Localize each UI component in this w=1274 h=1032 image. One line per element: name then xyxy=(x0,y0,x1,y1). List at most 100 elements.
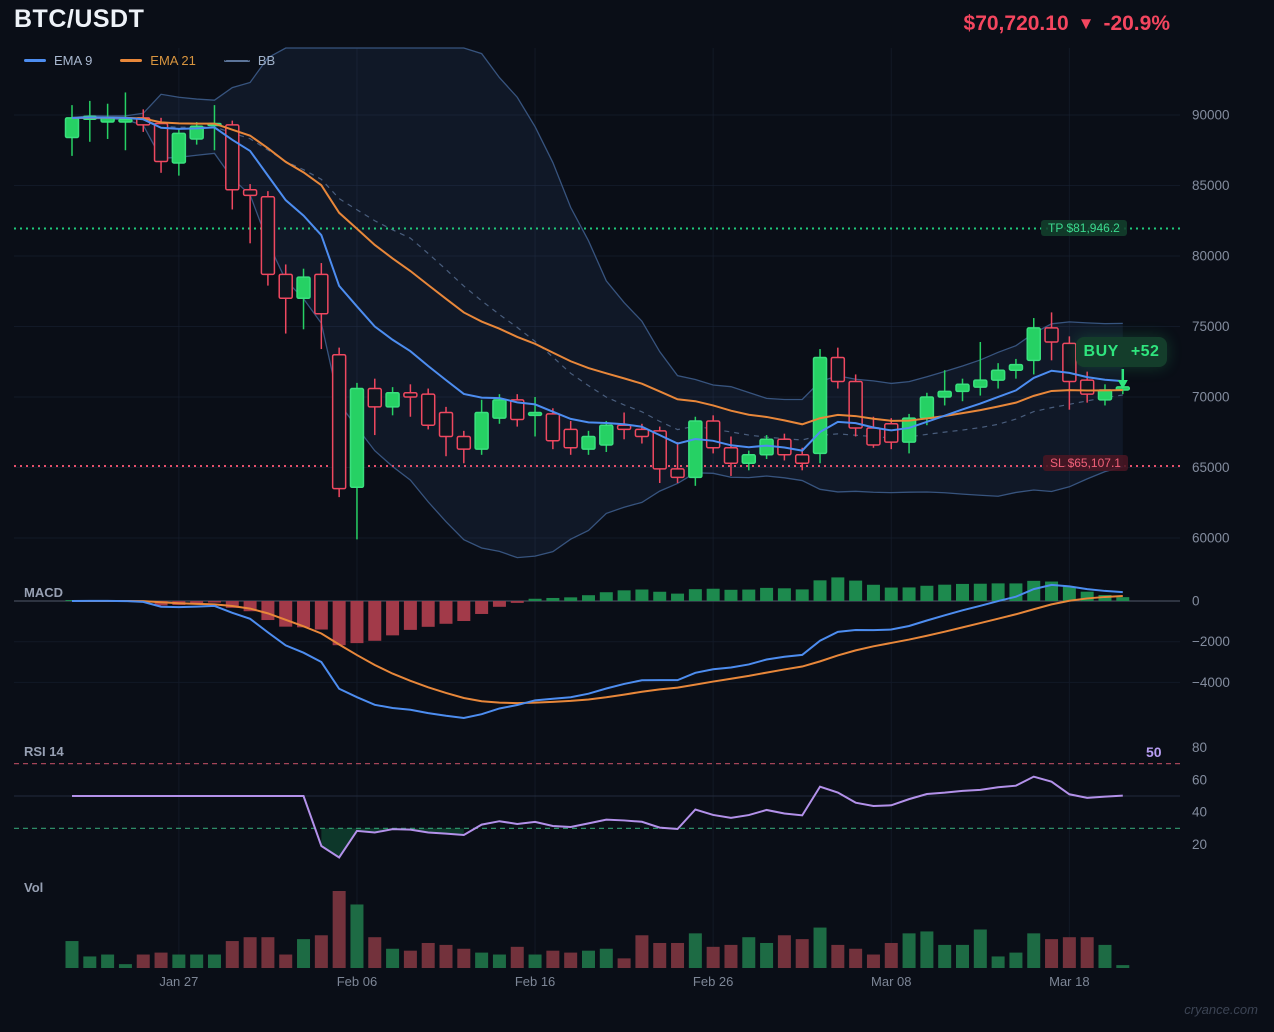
macd-hist-bar xyxy=(688,589,702,601)
candle-body xyxy=(884,423,899,443)
legend-item-bb[interactable]: BB xyxy=(223,53,276,68)
volume-bar xyxy=(760,942,774,968)
macd-hist-bar xyxy=(724,589,738,601)
macd-hist-bar xyxy=(475,601,489,614)
macd-hist-bar xyxy=(492,601,506,607)
volume-bar xyxy=(439,944,453,968)
candle-body xyxy=(688,420,703,479)
macd-hist-bar xyxy=(1062,586,1076,601)
rsi-axis-label: 20 xyxy=(1192,837,1207,852)
volume-bar xyxy=(1045,939,1059,968)
macd-hist-bar xyxy=(617,590,631,601)
legend-item-ema9[interactable]: EMA 9 xyxy=(24,53,92,68)
price-change: -20.9% xyxy=(1103,12,1170,35)
legend-label: EMA 9 xyxy=(54,53,93,68)
volume-bar xyxy=(1027,933,1041,968)
candle-body xyxy=(296,276,311,300)
macd-hist-bar xyxy=(279,601,293,627)
volume-bar xyxy=(831,944,845,968)
macd-hist-bar xyxy=(190,601,204,604)
macd-hist-bar xyxy=(795,589,809,601)
candle-body xyxy=(349,387,365,488)
legend-label: BB xyxy=(257,53,276,68)
volume-bar xyxy=(724,944,738,968)
volume-bar xyxy=(1062,937,1076,968)
macd-hist-bar xyxy=(742,589,756,601)
volume-bar xyxy=(510,946,524,968)
macd-pane: 0 −2000 −4000 xyxy=(14,577,1230,720)
volume-bar xyxy=(653,942,667,968)
macd-hist-bar xyxy=(581,595,595,601)
candle-body xyxy=(314,273,329,315)
candle-body xyxy=(723,447,739,465)
candle-body xyxy=(1079,379,1095,395)
volume-bar xyxy=(386,948,400,968)
macd-hist-bar xyxy=(368,601,382,641)
x-axis-label: Mar 08 xyxy=(871,974,911,989)
volume-bar xyxy=(688,933,702,968)
volume-bar xyxy=(866,954,880,968)
rsi-axis-label: 40 xyxy=(1192,805,1207,820)
tp-sl-levels xyxy=(14,227,1180,467)
candle-body xyxy=(830,356,846,383)
rsi-axis-label: 80 xyxy=(1192,740,1207,755)
buy-signal-badge[interactable]: BUY +52 xyxy=(1076,337,1167,367)
volume-bar xyxy=(1116,965,1130,968)
candle-body xyxy=(652,430,667,470)
volume-bar xyxy=(403,950,417,968)
macd-hist-bar xyxy=(297,601,311,628)
volume-bar xyxy=(314,935,328,968)
legend-item-ema21[interactable]: EMA 21 xyxy=(120,53,196,68)
volume-bar xyxy=(65,941,79,968)
volume-bar xyxy=(297,939,311,968)
macd-axis-label: −4000 xyxy=(1192,675,1230,690)
y-axis-label: 90000 xyxy=(1192,108,1230,123)
volume-bar xyxy=(368,937,382,968)
macd-axis-label: −2000 xyxy=(1192,634,1230,649)
macd-hist-bar xyxy=(653,591,667,601)
volume-bar xyxy=(332,891,346,968)
candle-body xyxy=(420,393,436,426)
date-axis: Jan 27 Feb 06 Feb 16 Feb 26 Mar 08 Mar 18 xyxy=(159,974,1089,989)
x-axis-label: Feb 16 xyxy=(515,974,555,989)
macd-hist-bar xyxy=(938,584,952,601)
volume-bar xyxy=(849,948,863,968)
macd-hist-bar xyxy=(777,588,791,601)
volume-bar xyxy=(777,935,791,968)
ema9-line-swatch-icon xyxy=(24,59,46,62)
macd-pane-label: MACD xyxy=(24,585,63,600)
candle-body xyxy=(848,380,863,429)
volume-bar xyxy=(884,942,898,968)
volume-bar xyxy=(492,954,506,968)
macd-hist-bar xyxy=(243,601,257,612)
candle-body xyxy=(545,413,561,442)
candle-body xyxy=(225,124,240,191)
candle-body xyxy=(794,454,810,465)
candle-body xyxy=(812,356,828,455)
candle-body xyxy=(492,399,507,419)
y-axis-label: 80000 xyxy=(1192,249,1230,264)
macd-hist-bar xyxy=(671,593,685,601)
candle-body xyxy=(171,132,187,164)
macd-hist-bar xyxy=(1027,580,1041,601)
buy-signal-delta: +52 xyxy=(1130,343,1160,360)
macd-hist-bar xyxy=(332,601,346,646)
macd-hist-bar xyxy=(350,601,364,644)
macd-hist-bar xyxy=(813,580,827,601)
y-axis-label: 60000 xyxy=(1192,531,1230,546)
macd-hist-bar xyxy=(207,601,221,603)
volume-bar xyxy=(635,935,649,968)
volume-bar xyxy=(243,937,257,968)
volume-bar xyxy=(617,958,631,968)
indicator-legend: EMA 9 EMA 21 BB xyxy=(24,53,275,68)
macd-hist-bar xyxy=(902,587,916,601)
candle-body xyxy=(1008,363,1024,371)
rsi-pane-label: RSI 14 xyxy=(24,744,64,759)
volume-bar xyxy=(902,933,916,968)
candle-body xyxy=(189,125,204,140)
macd-hist-bar xyxy=(635,589,649,601)
volume-bar xyxy=(742,937,756,968)
volume-bar xyxy=(350,904,364,968)
volume-bar xyxy=(546,950,560,968)
